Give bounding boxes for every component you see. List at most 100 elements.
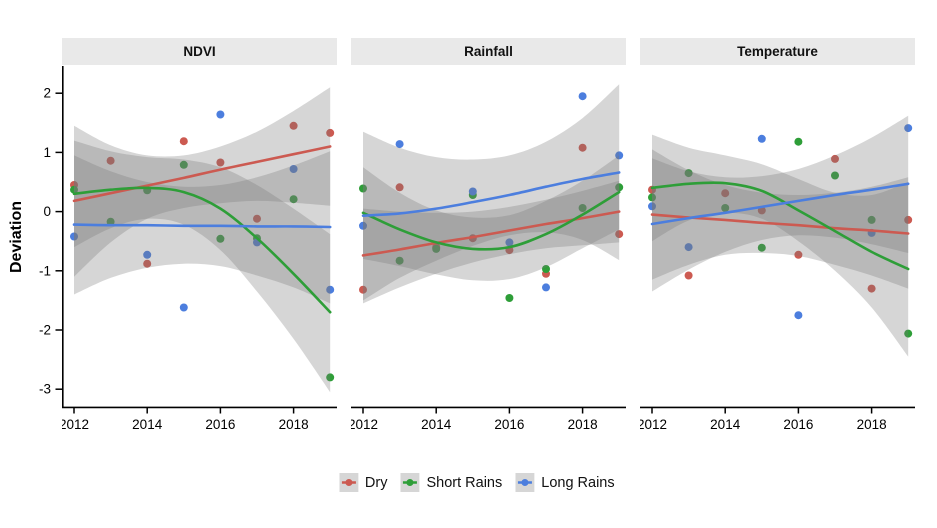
- legend-label-long-rains: Long Rains: [541, 474, 615, 491]
- panel-temperature: 2012 2014 2016 2018: [640, 115, 915, 432]
- legend-key-short-rains-icon: [400, 473, 420, 492]
- data-point: [326, 128, 335, 137]
- panel-ndvi: 2012 2014 2016 2018: [62, 66, 337, 432]
- data-point: [831, 171, 839, 180]
- plot-area: [70, 87, 335, 393]
- data-point: [757, 243, 766, 252]
- confidence-band: [74, 87, 331, 277]
- data-point: [395, 140, 404, 149]
- data-point: [70, 232, 78, 241]
- trend-line: [72, 186, 332, 314]
- y-tick-label: -3: [39, 382, 51, 397]
- data-point: [578, 92, 587, 101]
- smooth-lines-layer: [361, 171, 621, 257]
- legend-key-dry-icon: [338, 473, 358, 492]
- legend-item-short-rains: Short Rains: [400, 473, 502, 492]
- confidence-band: [363, 84, 620, 301]
- data-point: [179, 137, 188, 146]
- smooth-lines-layer: [650, 181, 910, 271]
- data-point: [253, 214, 261, 223]
- legend-label-dry: Dry: [364, 474, 388, 491]
- points-layer: [359, 92, 624, 302]
- confidence-band: [74, 151, 331, 304]
- x-tick-label: 2016: [205, 417, 235, 432]
- data-point: [216, 110, 225, 119]
- data-point: [721, 189, 730, 198]
- data-point: [395, 183, 404, 192]
- plot-area: [359, 84, 624, 304]
- data-point: [505, 294, 514, 302]
- x-tick-label: 2014: [132, 417, 163, 432]
- legend-item-dry: Dry: [338, 473, 388, 492]
- legend-key-long-rains-icon: [515, 473, 535, 492]
- data-point: [468, 187, 477, 196]
- data-point: [143, 250, 152, 259]
- data-point: [106, 217, 115, 226]
- data-point: [794, 137, 803, 146]
- legend-label-short-rains: Short Rains: [426, 474, 503, 491]
- data-point: [216, 158, 225, 167]
- data-point: [648, 202, 656, 211]
- data-point: [648, 193, 656, 202]
- trend-line: [361, 190, 621, 251]
- data-point: [615, 151, 624, 160]
- y-axis: 2 1 0 -1 -2 -3: [39, 86, 62, 397]
- trend-line: [650, 181, 910, 271]
- data-point: [179, 303, 188, 312]
- trend-line: [72, 145, 332, 203]
- data-point: [684, 243, 693, 252]
- plot-area: [648, 115, 913, 357]
- confidence-band: [363, 155, 620, 281]
- x-tick-label: 2018: [568, 417, 598, 432]
- x-tick-label: 2012: [351, 417, 378, 432]
- x-tick-label: 2018: [857, 417, 887, 432]
- data-point: [289, 195, 298, 204]
- ribbons-layer: [363, 84, 620, 304]
- data-point: [615, 183, 624, 192]
- data-point: [70, 185, 78, 194]
- data-point: [542, 265, 550, 273]
- trend-line: [361, 171, 621, 217]
- facet-strip-rainfall: Rainfall: [351, 38, 626, 65]
- data-point: [867, 284, 876, 293]
- data-point: [615, 230, 624, 239]
- y-tick-label: 1: [43, 145, 51, 160]
- x-tick-label: 2012: [640, 417, 667, 432]
- x-tick-label: 2012: [62, 417, 89, 432]
- data-point: [179, 160, 188, 169]
- ribbons-layer: [74, 87, 331, 393]
- data-point: [289, 165, 298, 173]
- legend: Dry Short Rains Long Rains: [338, 473, 615, 492]
- points-layer: [70, 110, 335, 382]
- data-point: [757, 134, 766, 143]
- x-tick-label: 2014: [421, 417, 452, 432]
- data-point: [904, 329, 913, 338]
- x-tick-label: 2016: [494, 417, 524, 432]
- x-tick-label: 2014: [710, 417, 741, 432]
- legend-item-long-rains: Long Rains: [515, 473, 615, 492]
- y-tick-label: 2: [43, 86, 51, 101]
- data-point: [794, 311, 803, 320]
- data-point: [289, 121, 298, 130]
- y-tick-label: -1: [39, 263, 51, 278]
- ribbons-layer: [652, 115, 909, 357]
- points-layer: [648, 124, 913, 338]
- data-point: [359, 184, 367, 193]
- trend-line: [361, 210, 621, 257]
- data-point: [578, 143, 587, 152]
- y-tick-label: 0: [43, 204, 51, 219]
- data-point: [867, 215, 876, 224]
- data-point: [432, 244, 441, 253]
- data-point: [904, 124, 913, 133]
- panel-rainfall: 2012 2014 2016 2018: [351, 84, 626, 432]
- x-tick-label: 2016: [783, 417, 813, 432]
- confidence-band: [363, 180, 620, 304]
- data-point: [359, 285, 367, 294]
- data-point: [794, 250, 803, 259]
- data-point: [578, 204, 587, 212]
- y-tick-label: -2: [39, 323, 51, 338]
- facet-strip-ndvi: NDVI: [62, 38, 337, 65]
- data-point: [904, 215, 913, 224]
- confidence-band: [652, 134, 909, 357]
